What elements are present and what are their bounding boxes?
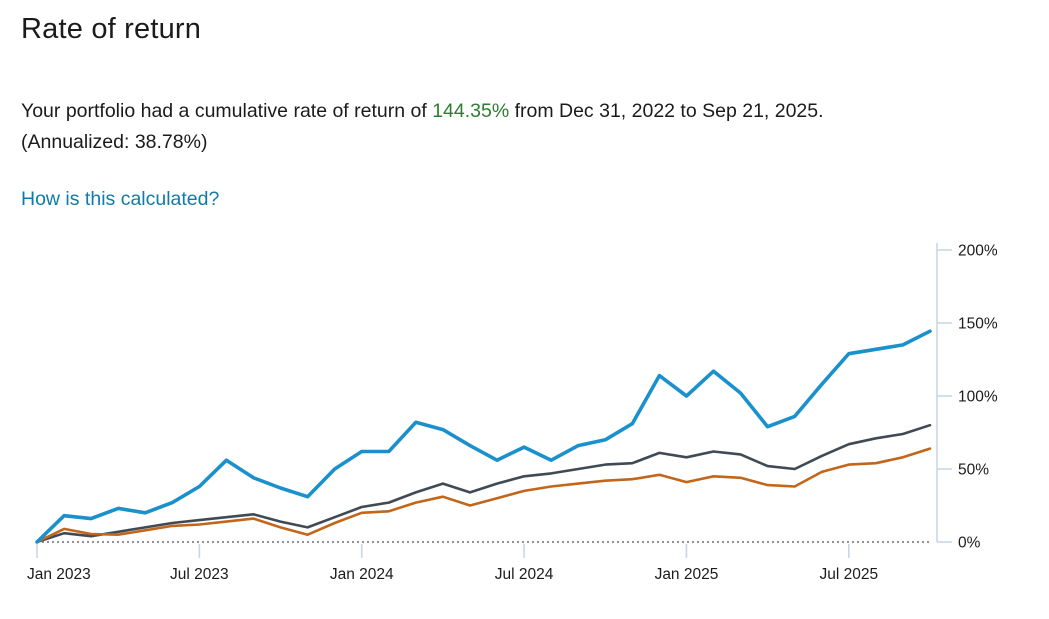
x-axis-tick-label: Jul 2025: [820, 566, 879, 583]
rate-of-return-chart-canvas[interactable]: 0% 50% 100% 150% 200% Jan 2023 Jul 2023 Jan 202…: [0, 230, 1049, 614]
y-axis-tick-label: 50%: [958, 462, 989, 479]
portfolio-blue-line: [35, 329, 932, 544]
rate-of-return-chart[interactable]: 0% 50% 100% 150% 200% Jan 2023 Jul 2023 Jan 202…: [0, 230, 1049, 614]
x-axis-tick-label: Jan 2024: [330, 566, 394, 583]
x-axis-tick-label: Jan 2023: [27, 566, 91, 583]
summary-text-before: Your portfolio had a cumulative rate of …: [21, 100, 433, 122]
dark-gray-line: [35, 423, 932, 544]
how-calculated-link[interactable]: How is this calculated?: [21, 188, 220, 210]
summary-text-after: from Dec 31, 2022 to Sep 21, 2025. (Annu…: [21, 100, 824, 153]
y-axis-tick-label: 200%: [958, 243, 998, 260]
y-axis-tick-label: 100%: [958, 389, 998, 406]
summary-text: Your portfolio had a cumulative rate of …: [21, 96, 871, 158]
x-axis-tick-label: Jan 2025: [655, 566, 719, 583]
x-axis-tick-label: Jul 2024: [495, 566, 554, 583]
page-title: Rate of return: [21, 13, 202, 45]
orange-line: [35, 447, 932, 544]
y-axis-tick-label: 150%: [958, 316, 998, 333]
cumulative-return-value: 144.35%: [432, 100, 510, 122]
x-axis-tick-label: Jul 2023: [170, 566, 229, 583]
y-axis-tick-label: 0%: [958, 535, 981, 552]
